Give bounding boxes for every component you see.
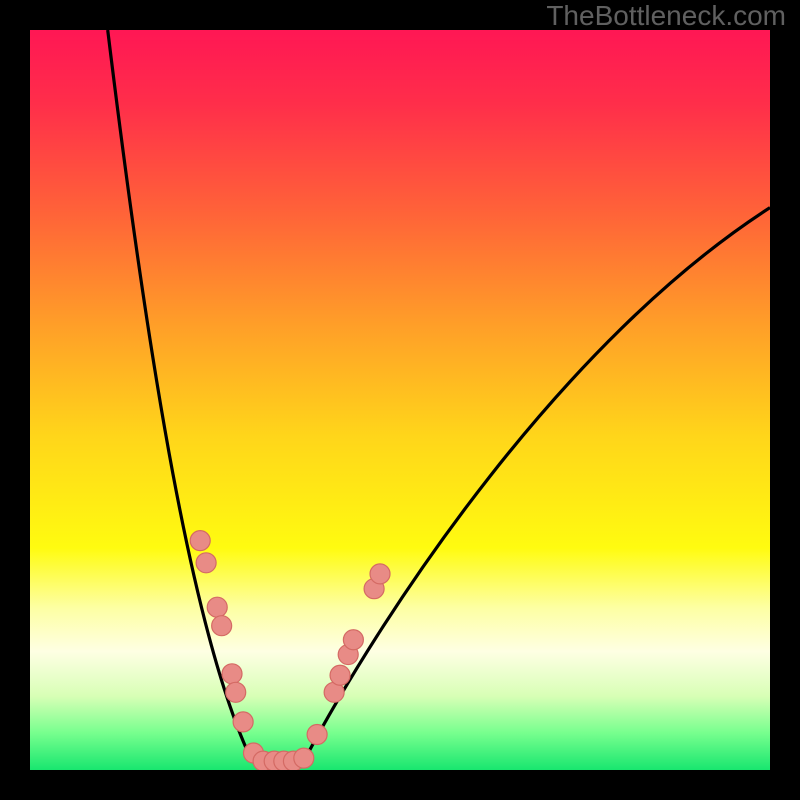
- outer-frame: TheBottleneck.com: [0, 0, 800, 800]
- data-marker: [222, 664, 242, 684]
- data-marker: [226, 682, 246, 702]
- data-marker: [207, 597, 227, 617]
- data-marker: [343, 630, 363, 650]
- data-marker: [294, 748, 314, 768]
- data-marker: [307, 724, 327, 744]
- data-marker: [330, 665, 350, 685]
- data-marker: [212, 616, 232, 636]
- watermark-text: TheBottleneck.com: [546, 0, 786, 32]
- chart-background: [30, 30, 770, 770]
- data-marker: [233, 712, 253, 732]
- data-marker: [190, 531, 210, 551]
- bottleneck-chart: [30, 30, 770, 770]
- data-marker: [196, 553, 216, 573]
- data-marker: [370, 564, 390, 584]
